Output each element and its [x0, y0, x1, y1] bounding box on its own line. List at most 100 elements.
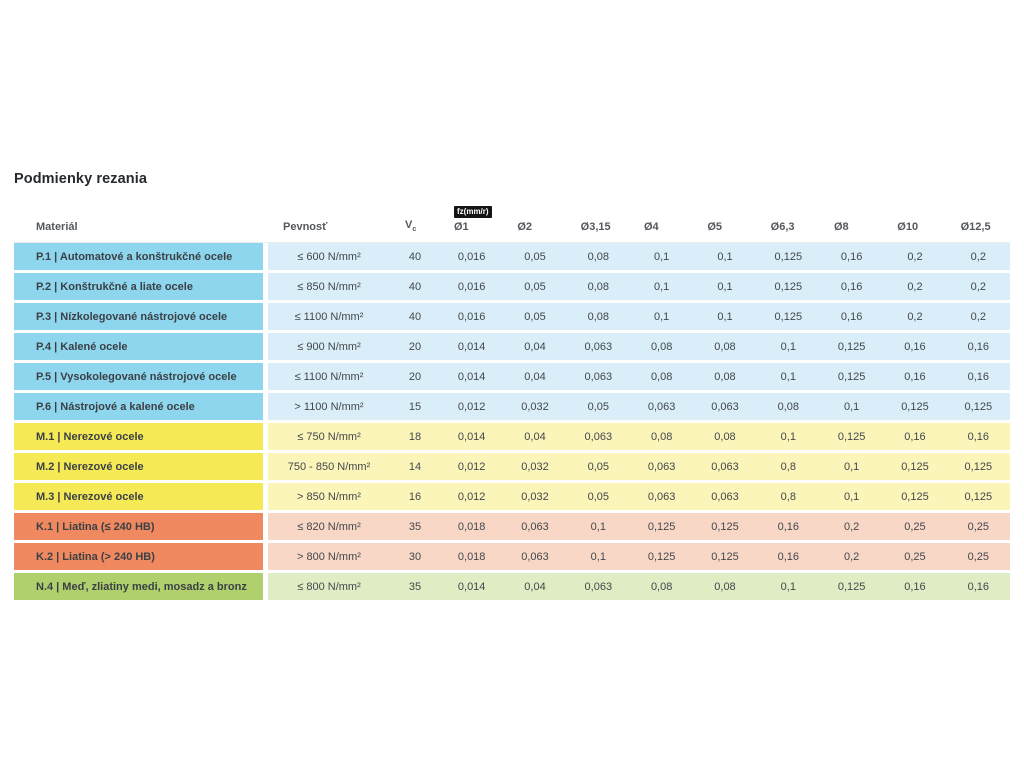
fz-cell: 0,04 [503, 423, 567, 453]
fz-cell: 0,125 [819, 333, 884, 363]
fz-cell: 0,16 [883, 333, 947, 363]
fz-cell: 0,8 [756, 483, 820, 513]
fz-cell: 0,08 [693, 423, 757, 453]
fz-cell: 0,08 [566, 273, 630, 303]
fz-cell: 0,2 [946, 303, 1010, 333]
fz-cell: 0,16 [946, 423, 1010, 453]
fz-cell: 0,125 [883, 483, 947, 513]
fz-unit-badge: fz(mm/r) [454, 206, 492, 218]
table-row: M.3 | Nerezové ocele > 850 N/mm² 16 0,012 0,… [14, 483, 1010, 513]
fz-cell: 0,05 [566, 483, 630, 513]
fz-cell: 0,1 [629, 243, 694, 273]
table-row: P.4 | Kalené ocele ≤ 900 N/mm² 20 0,014 0,04… [14, 333, 1010, 363]
material-cell: K.1 | Liatina (≤ 240 HB) [14, 513, 268, 543]
fz-cell: 0,08 [629, 333, 694, 363]
fz-cell: 0,1 [819, 393, 884, 423]
col-header-material: Materiál [14, 192, 268, 243]
fz-cell: 0,032 [503, 453, 567, 483]
col-header-diameter-1: fz(mm/r) Ø1 [440, 192, 504, 243]
fz-cell: 0,063 [566, 423, 630, 453]
fz-cell: 0,16 [756, 513, 820, 543]
vc-cell: 35 [390, 573, 440, 603]
table-row: M.2 | Nerezové ocele 750 - 850 N/mm² 14 0,0… [14, 453, 1010, 483]
strength-cell: ≤ 820 N/mm² [268, 513, 390, 543]
fz-cell: 0,1 [693, 273, 757, 303]
fz-cell: 0,2 [819, 513, 884, 543]
table-row: K.2 | Liatina (> 240 HB) > 800 N/mm² 30 0,0… [14, 543, 1010, 573]
fz-cell: 0,1 [693, 303, 757, 333]
fz-cell: 0,016 [440, 243, 504, 273]
fz-cell: 0,012 [440, 453, 504, 483]
fz-cell: 0,04 [503, 363, 567, 393]
fz-cell: 0,125 [756, 303, 820, 333]
vc-cell: 40 [390, 273, 440, 303]
material-cell: P.6 | Nástrojové a kalené ocele [14, 393, 268, 423]
table-row: P.6 | Nástrojové a kalené ocele > 1100 N/… [14, 393, 1010, 423]
fz-cell: 0,1 [756, 423, 820, 453]
fz-cell: 0,014 [440, 333, 504, 363]
strength-cell: > 800 N/mm² [268, 543, 390, 573]
strength-cell: ≤ 850 N/mm² [268, 273, 390, 303]
vc-cell: 35 [390, 513, 440, 543]
fz-cell: 0,1 [629, 303, 694, 333]
fz-cell: 0,1 [693, 243, 757, 273]
fz-cell: 0,8 [756, 453, 820, 483]
diameter-label: Ø8 [833, 221, 849, 233]
fz-cell: 0,032 [503, 483, 567, 513]
diameter-label: Ø5 [707, 221, 722, 233]
vc-cell: 40 [390, 243, 440, 273]
fz-cell: 0,05 [503, 303, 567, 333]
fz-cell: 0,25 [946, 543, 1010, 573]
fz-cell: 0,125 [693, 513, 757, 543]
fz-cell: 0,25 [883, 513, 947, 543]
fz-cell: 0,16 [946, 573, 1010, 603]
col-header-diameter-9: Ø12,5 [946, 192, 1010, 243]
fz-cell: 0,018 [440, 513, 504, 543]
strength-cell: ≤ 900 N/mm² [268, 333, 390, 363]
fz-cell: 0,032 [503, 393, 567, 423]
strength-cell: ≤ 750 N/mm² [268, 423, 390, 453]
table-row: N.4 | Meď, zliatiny medi, mosadz a bronz… [14, 573, 1010, 603]
fz-cell: 0,014 [440, 423, 504, 453]
fz-cell: 0,16 [883, 363, 947, 393]
fz-cell: 0,16 [819, 303, 884, 333]
fz-cell: 0,063 [503, 543, 567, 573]
material-cell: P.1 | Automatové a konštrukčné ocele [14, 243, 268, 273]
fz-cell: 0,1 [819, 483, 884, 513]
fz-cell: 0,012 [440, 393, 504, 423]
fz-cell: 0,063 [566, 573, 630, 603]
fz-cell: 0,063 [629, 483, 694, 513]
material-cell: M.3 | Nerezové ocele [14, 483, 268, 513]
fz-cell: 0,012 [440, 483, 504, 513]
fz-cell: 0,08 [693, 333, 757, 363]
fz-cell: 0,16 [883, 423, 947, 453]
fz-cell: 0,014 [440, 363, 504, 393]
page-title: Podmienky rezania [14, 171, 148, 187]
fz-cell: 0,25 [946, 513, 1010, 543]
fz-cell: 0,16 [946, 333, 1010, 363]
diameter-label: Ø4 [643, 221, 659, 233]
fz-cell: 0,125 [819, 363, 884, 393]
fz-cell: 0,1 [566, 513, 630, 543]
table-body: P.1 | Automatové a konštrukčné ocele ≤ 60… [14, 243, 1010, 603]
fz-cell: 0,08 [693, 573, 757, 603]
col-header-diameter-8: Ø10 [883, 192, 947, 243]
fz-cell: 0,04 [503, 573, 567, 603]
vc-cell: 20 [390, 363, 440, 393]
fz-cell: 0,08 [629, 573, 694, 603]
table-row: M.1 | Nerezové ocele ≤ 750 N/mm² 18 0,014 0,… [14, 423, 1010, 453]
fz-cell: 0,125 [946, 483, 1010, 513]
material-cell: K.2 | Liatina (> 240 HB) [14, 543, 268, 573]
fz-cell: 0,1 [566, 543, 630, 573]
vc-cell: 16 [390, 483, 440, 513]
col-header-diameter-3: Ø3,15 [566, 192, 630, 243]
material-cell: N.4 | Meď, zliatiny medi, mosadz a bronz [14, 573, 268, 603]
fz-cell: 0,1 [819, 453, 884, 483]
diameter-label: Ø3,15 [580, 221, 611, 233]
col-header-diameter-4: Ø4 [629, 192, 694, 243]
vc-cell: 20 [390, 333, 440, 363]
fz-cell: 0,125 [629, 513, 694, 543]
col-header-vc: Vc [390, 192, 440, 243]
strength-cell: ≤ 1100 N/mm² [268, 303, 390, 333]
